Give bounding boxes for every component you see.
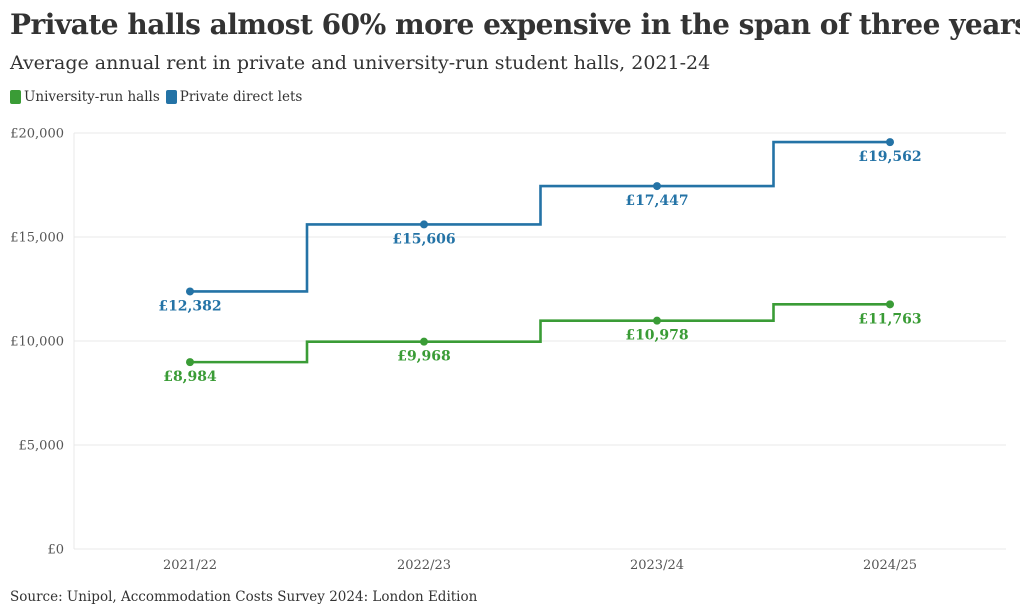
series-line-private — [190, 140, 890, 293]
source-note: Source: Unipol, Accommodation Costs Surv… — [10, 589, 478, 605]
data-label-university: £11,763 — [858, 311, 921, 327]
y-tick-label: £5,000 — [19, 439, 65, 454]
data-label-university: £8,984 — [163, 369, 217, 385]
data-point-university — [653, 316, 661, 325]
x-tick-label: 2023/24 — [630, 558, 684, 573]
legend: University-run halls Private direct lets — [10, 89, 308, 105]
data-label-university: £9,968 — [397, 349, 451, 365]
data-point-university — [420, 337, 428, 346]
data-point-private — [420, 220, 428, 229]
data-point-private — [653, 182, 661, 191]
data-point-university — [886, 300, 894, 309]
legend-label-private: Private direct lets — [179, 89, 303, 105]
y-tick-label: £0 — [47, 543, 64, 558]
data-point-private — [186, 287, 194, 296]
data-label-private: £19,562 — [858, 149, 921, 165]
legend-item-private: Private direct lets — [165, 89, 303, 105]
chart-subtitle: Average annual rent in private and unive… — [10, 52, 711, 74]
data-point-university — [186, 358, 194, 367]
series-line-university — [190, 303, 890, 364]
legend-swatch-private — [165, 90, 177, 104]
y-tick-label: £10,000 — [10, 335, 64, 350]
label-layer: £8,984 £9,968 £10,978 £11,763 £12,382 £15,606… — [158, 149, 921, 385]
legend-swatch-university — [10, 90, 21, 104]
y-tick-label: £20,000 — [10, 127, 64, 142]
chart-title: Private halls almost 60% more expensive … — [10, 8, 1020, 41]
x-tick-label: 2022/23 — [397, 558, 451, 573]
x-tick-label: 2024/25 — [863, 558, 917, 573]
data-label-private: £17,447 — [625, 193, 688, 209]
data-label-university: £10,978 — [625, 328, 688, 344]
x-tick-label: 2021/22 — [163, 558, 217, 573]
y-tick-label: £15,000 — [10, 231, 64, 246]
step-line-chart: £0 £5,000 £10,000 £15,000 £20,000 2021/22 2022… — [10, 127, 1006, 573]
legend-label-university: University-run halls — [24, 89, 160, 105]
legend-item-university: University-run halls — [10, 89, 160, 105]
grid-layer: £0 £5,000 £10,000 £15,000 £20,000 2021/22 2022… — [10, 127, 1006, 573]
data-point-private — [886, 138, 894, 147]
data-label-private: £12,382 — [158, 298, 221, 314]
data-label-private: £15,606 — [392, 231, 455, 247]
series-layer — [186, 138, 894, 367]
